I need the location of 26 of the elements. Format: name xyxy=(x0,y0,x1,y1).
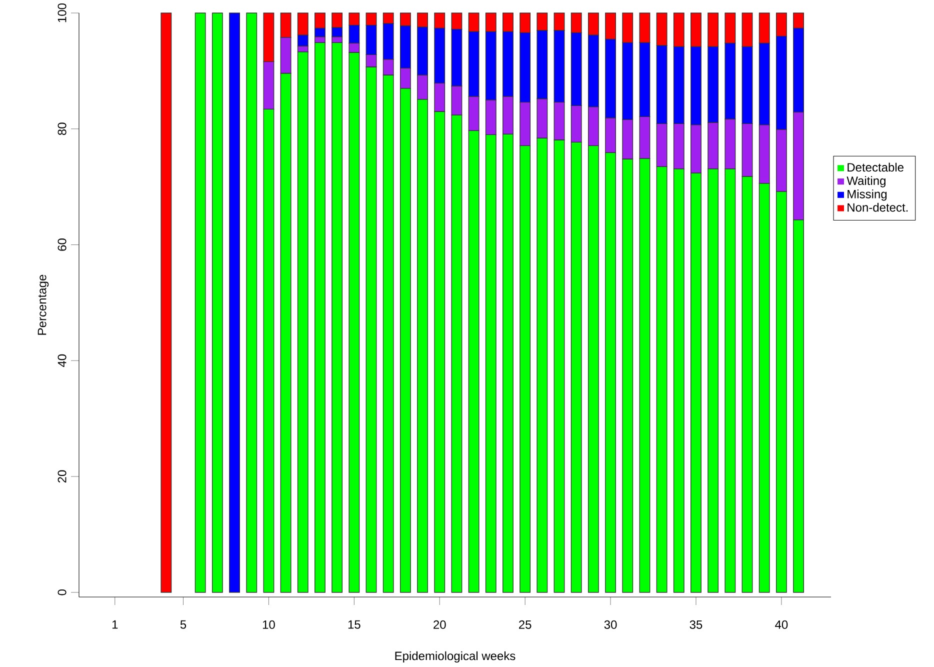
y-tick-label: 80 xyxy=(58,122,66,136)
y-tick-label: 0 xyxy=(58,589,66,596)
bar xyxy=(229,12,240,593)
legend-label: Missing xyxy=(848,190,887,201)
y-axis-title: Percentage xyxy=(38,274,49,335)
bar xyxy=(212,12,223,593)
y-tick-label: 40 xyxy=(58,354,66,368)
y-tick-label: 100 xyxy=(58,3,66,22)
x-tick-label: 30 xyxy=(604,620,617,629)
x-tick-label: 40 xyxy=(775,620,788,629)
x-tick-label: 25 xyxy=(519,620,532,629)
x-tick-label: 15 xyxy=(348,620,360,629)
bar xyxy=(194,12,206,593)
x-axis-title: Epidemiological weeks xyxy=(395,651,516,663)
x-tick-label: 5 xyxy=(180,620,186,629)
x-tick-label: 35 xyxy=(690,620,702,629)
bar xyxy=(160,12,172,593)
y-tick-label: 20 xyxy=(58,470,66,483)
y-tick-label: 60 xyxy=(58,238,66,251)
x-tick-label: 1 xyxy=(112,620,118,629)
legend-label: Waiting xyxy=(846,176,886,188)
bar xyxy=(246,12,258,593)
x-tick-label: 10 xyxy=(262,620,275,629)
legend-label: Detectable xyxy=(848,162,904,172)
legend-label: Non-detect. xyxy=(848,202,908,212)
x-tick-label: 20 xyxy=(434,620,446,629)
